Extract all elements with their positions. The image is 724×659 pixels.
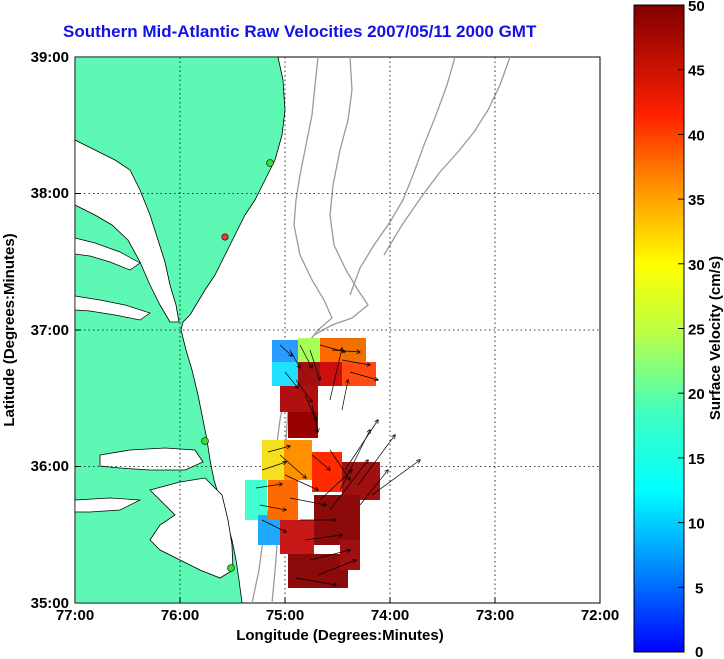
- pamlico-sound: [149, 477, 234, 579]
- axis-ticks: [75, 193, 496, 603]
- river-inlet: [75, 497, 142, 513]
- y-tick-label: 36:00: [31, 458, 69, 475]
- colorbar-tick-label: 5: [695, 580, 703, 597]
- x-tick-label: 74:00: [371, 607, 409, 624]
- colorbar-tick-label: 0: [695, 644, 703, 659]
- colorbar-tick-label: 40: [688, 127, 705, 144]
- colorbar-tick-label: 45: [688, 63, 705, 80]
- colorbar-tick-label: 15: [688, 451, 705, 468]
- y-tick-label: 35:00: [31, 595, 69, 612]
- colorbar-tick-label: 30: [688, 257, 705, 274]
- y-tick-label: 38:00: [31, 185, 69, 202]
- y-axis-label: Latitude (Degrees:Minutes): [1, 233, 18, 426]
- map-title: Southern Mid-Atlantic Raw Velocities 200…: [63, 22, 537, 41]
- albemarle-sound: [99, 447, 204, 471]
- colorbar-label: Surface Velocity (cm/s): [707, 256, 724, 420]
- colorbar-tick-labels: 50 45 40 35 30 25 20 15 10 5 0: [688, 0, 705, 659]
- colorbar-tick-label: 50: [688, 0, 705, 15]
- colorbar-tick-label: 25: [688, 322, 705, 339]
- colorbar-ticks: [678, 4, 684, 588]
- x-tick-label: 73:00: [476, 607, 514, 624]
- station-marker: [221, 233, 229, 241]
- x-tick-label: 72:00: [581, 607, 619, 624]
- velocity-vectors: [255, 344, 420, 585]
- x-tick-label: 75:00: [266, 607, 304, 624]
- station-marker: [266, 159, 274, 167]
- colorbar: [633, 4, 685, 653]
- y-tick-label: 39:00: [31, 49, 69, 66]
- x-tick-label: 76:00: [161, 607, 199, 624]
- station-marker: [201, 437, 209, 445]
- river-inlet: [75, 237, 141, 271]
- station-marker: [227, 564, 235, 572]
- colorbar-tick-label: 20: [688, 386, 705, 403]
- river-inlet: [75, 295, 151, 321]
- x-tick-labels: 77:00 76:00 75:00 74:00 73:00 72:00: [56, 607, 619, 624]
- colorbar-tick-label: 10: [688, 516, 705, 533]
- station-markers: [201, 159, 274, 572]
- x-tick-label: 77:00: [56, 607, 94, 624]
- x-axis-label: Longitude (Degrees:Minutes): [236, 627, 444, 644]
- chesapeake-bay: [75, 139, 180, 323]
- y-tick-label: 37:00: [31, 322, 69, 339]
- y-tick-labels: 39:00 38:00 37:00 36:00 35:00: [31, 49, 69, 612]
- colorbar-tick-label: 35: [688, 192, 705, 209]
